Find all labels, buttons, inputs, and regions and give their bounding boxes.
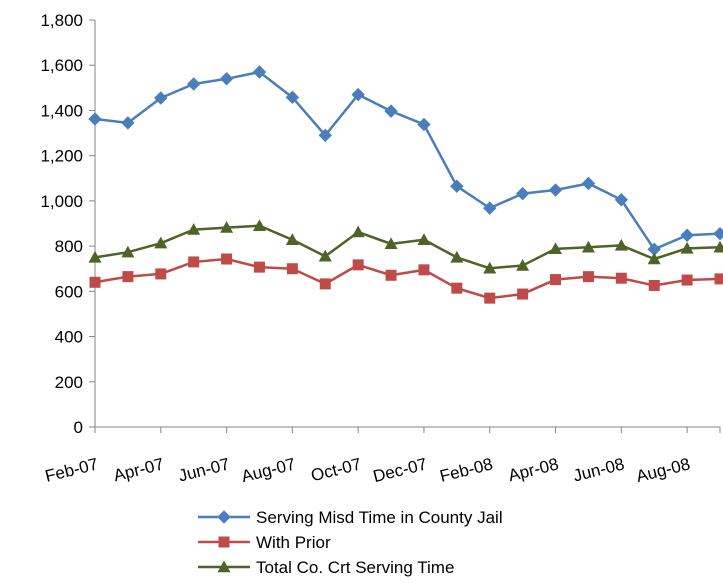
data-point [417,117,431,132]
data-point [483,261,497,274]
legend-item: Total Co. Crt Serving Time [198,558,454,577]
data-point [581,240,595,253]
legend-marker [217,560,231,573]
data-point [647,252,661,265]
data-point [351,87,365,102]
x-tick-label: Feb-08 [438,454,495,485]
data-point [318,128,332,143]
data-point [680,241,694,254]
series-2 [89,253,723,304]
legend: Serving Misd Time in County Jail With Pri… [198,508,503,577]
data-point [121,116,135,130]
data-point [253,261,265,273]
data-point [154,91,168,105]
data-point [154,236,168,249]
y-tick-label: 0 [74,418,83,437]
y-tick-label: 1,600 [40,56,83,75]
series-layer [88,65,723,304]
data-point [252,65,267,79]
y-tick-label: 1,800 [40,11,83,30]
data-point [417,233,431,245]
series-3 [88,219,723,274]
legend-item: Serving Misd Time in County Jail [198,508,503,527]
x-tick-label: Oct-07 [309,454,363,485]
series-line [94,70,721,251]
data-point [451,282,463,294]
y-tick-label: 1,200 [40,147,83,166]
data-point [550,274,562,286]
x-tick-label: Jun-07 [177,454,232,485]
data-point [221,253,233,265]
data-point [220,221,234,233]
data-point [713,240,723,253]
x-tick-label: Aug-07 [240,454,298,486]
y-tick-label: 1,400 [40,101,83,120]
x-tick-label: Jun-08 [571,454,626,485]
series-line [94,224,721,270]
data-point [122,271,134,283]
series-1 [88,65,723,256]
data-point [121,245,135,258]
data-point [252,219,266,231]
legend-marker [217,510,231,524]
y-tick-label: 1,000 [40,192,83,211]
data-point [582,271,594,283]
data-point [450,250,464,263]
data-point [517,288,529,300]
legend-label: Total Co. Crt Serving Time [256,558,454,577]
data-point [88,112,102,126]
y-ticks: 0 200 400 600 800 1,000 1,200 1,400 1,600 1,800 [40,11,95,437]
data-point [187,223,201,235]
x-tick-label: Aug-08 [634,454,692,486]
data-point [351,225,365,238]
y-tick-label: 400 [55,328,83,347]
data-point [680,228,694,242]
data-point [714,273,723,285]
data-point [549,242,563,255]
data-point [318,249,332,262]
data-point [186,77,201,91]
x-tick-label: Apr-08 [506,454,560,485]
y-tick-label: 200 [55,373,83,392]
data-point [219,72,234,86]
data-point [713,226,723,241]
data-point [352,259,364,271]
data-point [484,292,496,304]
data-point [384,104,398,118]
data-point [450,179,464,193]
x-ticks: Feb-07 Apr-07 Jun-07 Aug-07 Oct-07 Dec-07 Feb-… [43,427,721,486]
data-point [188,256,200,268]
data-point [285,233,299,245]
x-tick-label: Apr-07 [112,454,166,485]
data-point [614,238,628,251]
data-point [285,90,300,105]
data-point [681,274,693,286]
data-point [384,237,398,250]
data-point [516,259,530,271]
data-point [319,278,331,290]
data-point [614,193,629,207]
data-point [88,250,102,263]
legend-item: With Prior [198,533,331,552]
x-tick-label: Feb-07 [43,454,100,485]
data-point [286,263,298,275]
y-tick-label: 800 [55,237,83,256]
x-tick-label: Dec-07 [371,454,429,486]
legend-label: With Prior [256,533,331,552]
data-point [89,276,101,288]
data-point [548,183,563,197]
data-point [385,269,397,281]
data-point [418,264,430,276]
legend-marker [218,536,230,548]
data-point [155,268,167,280]
y-tick-label: 600 [55,282,83,301]
legend-label: Serving Misd Time in County Jail [256,508,503,527]
data-point [483,201,497,215]
data-point [615,272,627,284]
data-point [581,176,596,191]
data-point [515,186,530,201]
data-point [648,279,660,291]
